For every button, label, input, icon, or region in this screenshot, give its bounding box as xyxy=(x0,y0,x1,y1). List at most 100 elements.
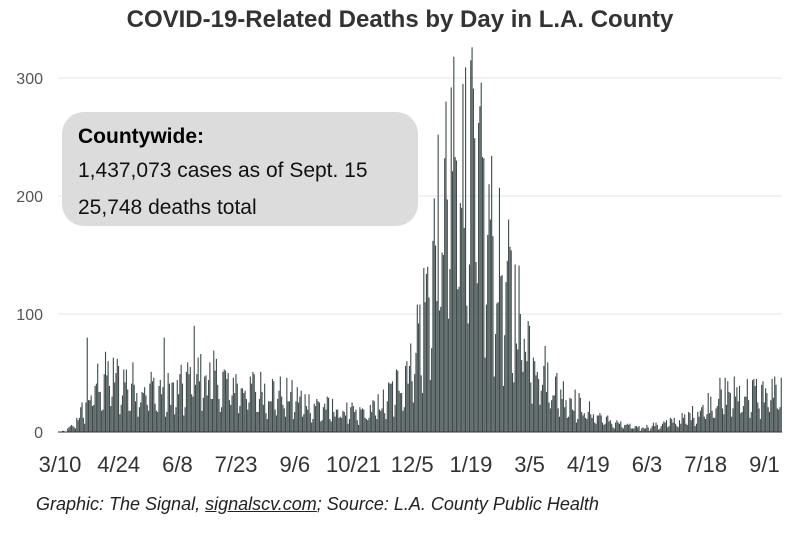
bar xyxy=(219,411,221,432)
bar xyxy=(205,375,207,432)
bar xyxy=(625,424,627,432)
bar xyxy=(257,411,259,432)
bar xyxy=(85,402,87,432)
bar xyxy=(294,411,296,432)
bar xyxy=(527,321,529,432)
bar xyxy=(324,403,326,432)
bar xyxy=(140,402,142,432)
bar xyxy=(579,397,581,432)
bar xyxy=(568,416,570,432)
bar xyxy=(410,343,412,432)
bar xyxy=(431,348,433,432)
x-tick-label: 7/23 xyxy=(215,452,258,477)
bar xyxy=(201,410,203,432)
bar xyxy=(548,402,550,432)
bar xyxy=(222,371,224,432)
bar xyxy=(269,401,271,432)
bar xyxy=(88,400,90,432)
bar xyxy=(654,426,656,432)
bar xyxy=(744,396,746,432)
bar xyxy=(573,410,575,432)
bar xyxy=(617,422,619,432)
bar xyxy=(184,407,186,432)
bar xyxy=(638,426,640,432)
bar xyxy=(134,401,137,432)
bar xyxy=(462,83,464,433)
bar xyxy=(402,410,404,432)
bar xyxy=(611,423,613,432)
bar xyxy=(110,406,112,432)
bar xyxy=(390,383,392,432)
bar xyxy=(492,236,494,432)
bar xyxy=(179,374,181,432)
bar xyxy=(161,394,163,432)
bar xyxy=(768,411,771,432)
bar xyxy=(274,409,276,432)
bar xyxy=(290,391,292,432)
bar xyxy=(317,401,319,432)
bar xyxy=(346,402,348,432)
bar xyxy=(241,388,244,432)
bar xyxy=(270,401,272,432)
bar xyxy=(367,420,369,432)
bar xyxy=(444,158,446,433)
bar xyxy=(689,413,691,432)
bar xyxy=(321,420,323,432)
bar xyxy=(328,397,330,432)
footer-link[interactable]: signalscv.com xyxy=(205,494,317,514)
bar xyxy=(608,421,610,432)
bar xyxy=(485,304,487,432)
bar xyxy=(129,410,131,432)
bar xyxy=(465,67,467,432)
bar xyxy=(583,413,585,432)
bar xyxy=(217,384,219,432)
bar xyxy=(575,422,577,432)
bar xyxy=(470,60,472,433)
bar xyxy=(501,275,503,432)
bar xyxy=(448,318,450,432)
bar xyxy=(141,391,143,432)
bar xyxy=(164,416,167,432)
bar xyxy=(420,375,422,432)
bar xyxy=(545,391,547,432)
y-tick-label: 200 xyxy=(16,189,43,206)
bar xyxy=(81,402,83,432)
bar xyxy=(511,373,514,432)
bar xyxy=(705,419,707,432)
countywide-callout: Countywide: 1,437,073 cases as of Sept. … xyxy=(62,112,418,226)
bar xyxy=(519,314,521,432)
bar xyxy=(80,407,82,432)
bar xyxy=(598,415,600,432)
bar xyxy=(425,273,427,432)
bar xyxy=(300,390,302,432)
bar xyxy=(688,411,690,432)
bar xyxy=(170,404,172,432)
bar xyxy=(723,414,725,432)
bar xyxy=(457,289,459,432)
bar xyxy=(543,365,545,432)
bar xyxy=(200,354,202,432)
bar xyxy=(621,427,623,432)
bar xyxy=(238,413,240,432)
bar xyxy=(757,402,759,432)
bar xyxy=(393,416,395,432)
bar xyxy=(385,419,387,432)
bar xyxy=(342,410,344,432)
bar xyxy=(215,358,217,432)
bar xyxy=(637,427,639,432)
bar xyxy=(236,383,238,432)
bar xyxy=(437,134,439,432)
bar xyxy=(514,264,516,432)
source-footer: Graphic: The Signal, signalscv.com; Sour… xyxy=(36,494,599,515)
bar xyxy=(526,361,528,432)
bar xyxy=(753,378,755,432)
bar xyxy=(681,413,683,432)
bar xyxy=(742,406,744,432)
bar xyxy=(103,374,105,432)
bar xyxy=(254,391,257,432)
bar xyxy=(604,423,606,432)
bar xyxy=(198,381,200,432)
bar xyxy=(635,426,638,432)
bar xyxy=(596,415,598,432)
bar xyxy=(429,380,431,432)
